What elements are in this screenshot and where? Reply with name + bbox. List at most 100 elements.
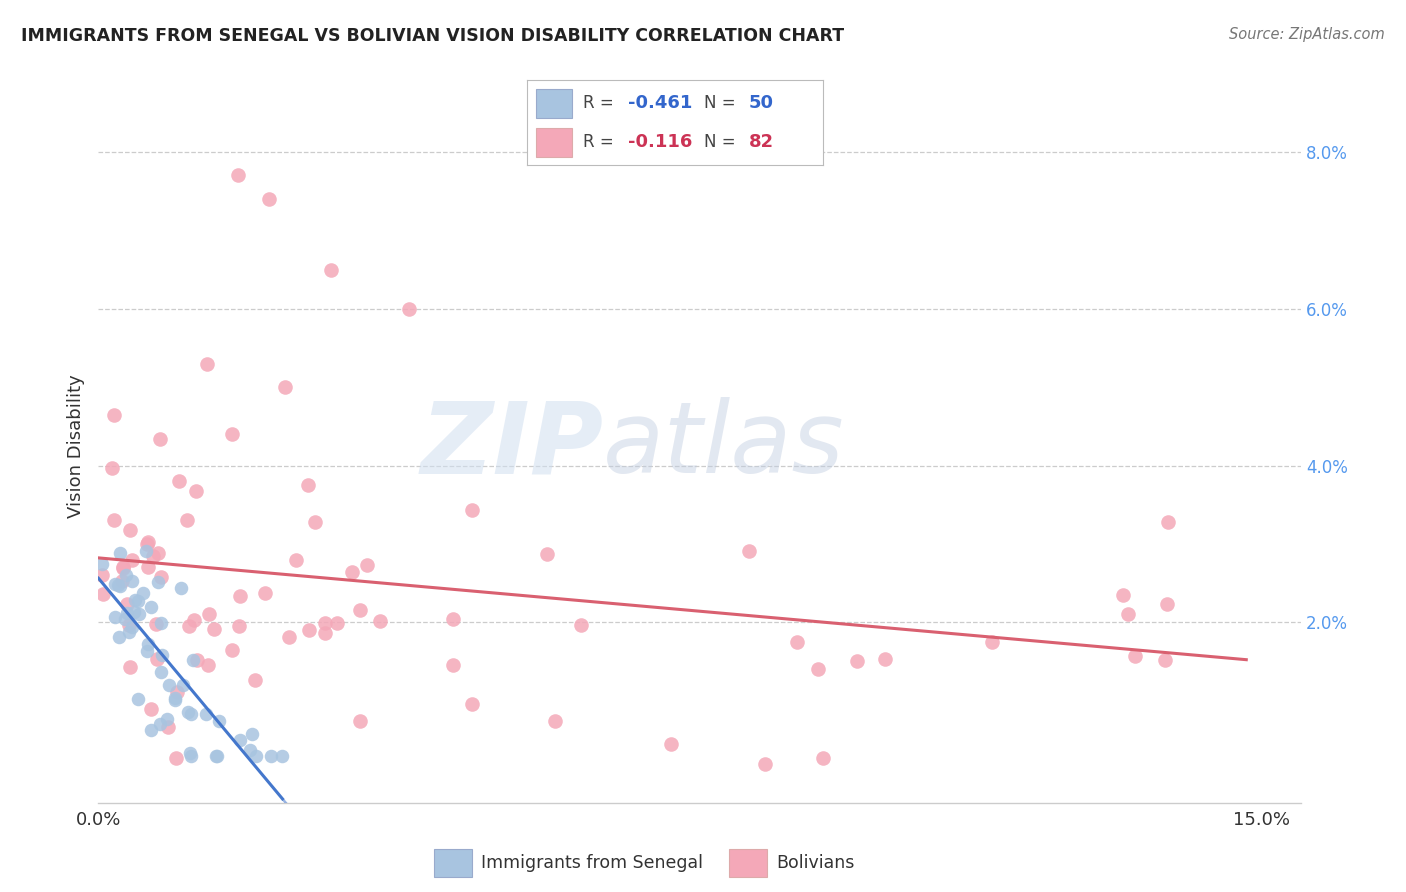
Point bbox=[257, 192, 280, 206]
Point bbox=[536, 547, 558, 561]
Point bbox=[139, 702, 162, 716]
Text: R =: R = bbox=[583, 133, 620, 151]
Point bbox=[314, 616, 336, 631]
Point bbox=[314, 625, 336, 640]
Point bbox=[139, 600, 162, 615]
Point bbox=[569, 618, 592, 632]
Point bbox=[107, 578, 129, 592]
Point bbox=[204, 748, 226, 763]
Y-axis label: Vision Disability: Vision Disability bbox=[66, 374, 84, 518]
Point bbox=[128, 607, 150, 621]
Point bbox=[181, 653, 204, 667]
Point bbox=[197, 658, 219, 673]
Point bbox=[807, 662, 830, 676]
Point bbox=[114, 612, 136, 626]
Point bbox=[121, 553, 143, 567]
Bar bbox=[536, 89, 571, 118]
Point bbox=[121, 574, 143, 588]
Point bbox=[166, 685, 188, 699]
Point bbox=[157, 678, 180, 692]
Point bbox=[285, 553, 308, 567]
Point bbox=[239, 742, 262, 756]
Text: Bolivians: Bolivians bbox=[776, 854, 855, 872]
Point bbox=[207, 748, 229, 763]
Point bbox=[738, 544, 761, 558]
Point bbox=[441, 612, 464, 626]
Text: atlas: atlas bbox=[603, 398, 845, 494]
Point bbox=[108, 631, 131, 645]
Point bbox=[131, 586, 153, 600]
Point bbox=[177, 705, 200, 719]
Point bbox=[165, 691, 187, 706]
Point bbox=[659, 737, 682, 751]
Point bbox=[240, 727, 263, 741]
Point bbox=[356, 558, 378, 572]
Point bbox=[120, 660, 142, 674]
Point bbox=[120, 523, 142, 537]
Point bbox=[167, 474, 190, 488]
Point bbox=[135, 544, 157, 558]
Point bbox=[1156, 597, 1178, 611]
Point bbox=[122, 605, 145, 619]
Point bbox=[179, 747, 201, 761]
Point bbox=[195, 357, 218, 371]
Point bbox=[544, 714, 567, 728]
Point bbox=[229, 589, 252, 603]
Point bbox=[326, 616, 349, 631]
Bar bbox=[728, 849, 768, 877]
Point bbox=[846, 654, 869, 668]
Point bbox=[156, 712, 179, 726]
Point bbox=[443, 657, 465, 672]
Point bbox=[104, 577, 127, 591]
Point bbox=[228, 618, 250, 632]
Point bbox=[208, 714, 231, 728]
Point bbox=[108, 579, 131, 593]
Point bbox=[115, 606, 138, 620]
Point bbox=[101, 461, 124, 475]
Point bbox=[221, 643, 243, 657]
Point bbox=[349, 714, 371, 729]
Point bbox=[754, 756, 776, 771]
Point bbox=[91, 567, 114, 582]
Point bbox=[195, 707, 218, 722]
Point bbox=[811, 751, 834, 765]
Point bbox=[165, 692, 187, 706]
Point bbox=[115, 567, 138, 582]
Point bbox=[271, 748, 294, 763]
Point bbox=[118, 624, 141, 639]
Point bbox=[297, 623, 319, 637]
Point bbox=[141, 723, 163, 737]
Point bbox=[136, 644, 159, 658]
Point bbox=[170, 582, 193, 596]
Text: N =: N = bbox=[704, 133, 741, 151]
Point bbox=[245, 748, 267, 763]
Point bbox=[202, 622, 225, 636]
Text: N =: N = bbox=[704, 95, 741, 112]
Point bbox=[179, 618, 201, 632]
Point bbox=[149, 717, 172, 731]
Point bbox=[183, 613, 205, 627]
Point bbox=[172, 678, 194, 692]
Point bbox=[124, 592, 146, 607]
Point bbox=[460, 503, 482, 517]
Point bbox=[368, 614, 391, 628]
Point bbox=[875, 652, 897, 666]
Text: 50: 50 bbox=[748, 95, 773, 112]
Point bbox=[103, 409, 125, 423]
Point bbox=[136, 560, 159, 574]
Point bbox=[127, 594, 149, 608]
Point bbox=[104, 609, 127, 624]
Point bbox=[149, 615, 172, 630]
Point bbox=[180, 748, 202, 763]
Point bbox=[111, 574, 134, 588]
Point bbox=[115, 597, 138, 611]
Point bbox=[461, 698, 484, 712]
Point bbox=[198, 607, 221, 622]
Point bbox=[273, 380, 295, 394]
Point bbox=[90, 557, 112, 571]
Text: 82: 82 bbox=[748, 133, 773, 151]
Point bbox=[149, 570, 172, 584]
Point bbox=[118, 617, 141, 632]
Point bbox=[1112, 588, 1135, 602]
Point bbox=[186, 653, 208, 667]
